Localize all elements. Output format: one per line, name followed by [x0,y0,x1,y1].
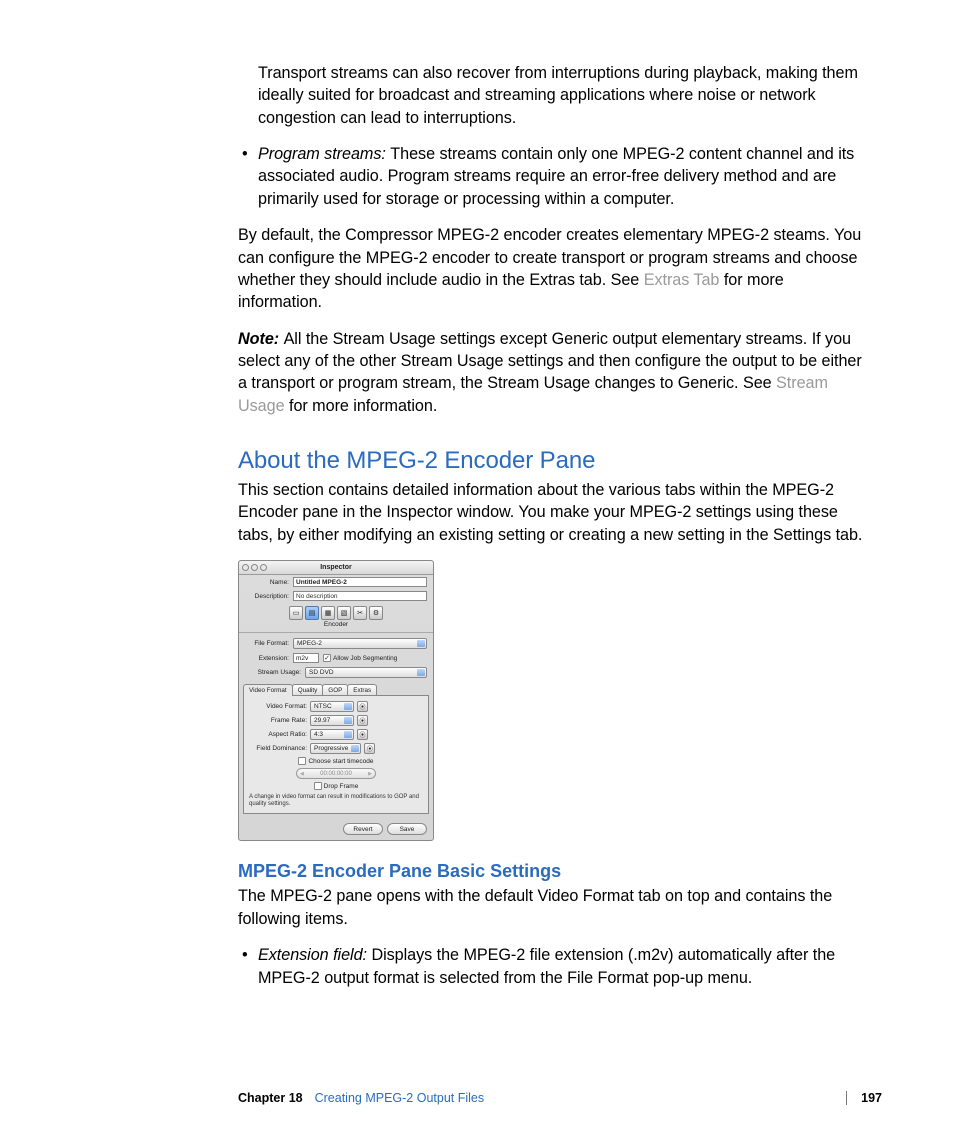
minimize-icon[interactable] [251,564,258,571]
page-content: Transport streams can also recover from … [0,0,954,989]
framerate-label: Frame Rate: [249,717,307,724]
inspector-window: Inspector Name: Untitled MPEG-2 Descript… [238,560,434,841]
aspectratio-popup[interactable]: 4:3 [310,729,354,740]
tab-video-format[interactable]: Video Format [243,684,293,696]
checkbox-box[interactable]: ✓ [323,654,331,662]
encoder-icon[interactable]: ▤ [305,606,319,620]
bullet-label: Program streams: [258,145,390,163]
zoom-icon[interactable] [260,564,267,571]
bullet-list-1: Program streams: These streams contain o… [238,143,866,210]
save-button[interactable]: Save [387,823,427,835]
para-transport-streams: Transport streams can also recover from … [258,62,866,129]
link-extras-tab[interactable]: Extras Tab [644,271,720,289]
video-format-panel: Video Format: NTSC ⦿ Frame Rate: 29.97 ⦿… [243,695,429,814]
geometry-icon[interactable]: ✂ [353,606,367,620]
footer-title: Creating MPEG-2 Output Files [315,1091,485,1105]
name-label: Name: [245,579,289,586]
videoformat-popup[interactable]: NTSC [310,701,354,712]
name-field[interactable]: Untitled MPEG-2 [293,577,427,587]
para-about-encoder: This section contains detailed informati… [238,479,866,546]
description-field[interactable]: No description [293,591,427,601]
bullet-list-2: Extension field: Displays the MPEG-2 fil… [238,944,866,989]
encoder-tabstrip: Video Format Quality GOP Extras [239,680,433,696]
inspector-button-row: Revert Save [239,819,433,840]
extension-label: Extension: [245,655,289,662]
drop-frame-label: Drop Frame [324,783,359,790]
category-icon-row: ▭ ▤ ▦ ▧ ✂ ⚙ [239,603,433,620]
fielddominance-popup[interactable]: Progressive [310,743,361,754]
fileformat-label: File Format: [245,640,289,647]
fielddominance-label: Field Dominance: [249,745,307,752]
framerate-auto-button[interactable]: ⦿ [357,715,368,726]
checkbox-box-tc[interactable] [298,757,306,765]
footer-page-number: 197 [846,1091,882,1105]
frame-controls-icon[interactable]: ▦ [321,606,335,620]
footer-chapter: Chapter 18 [238,1091,303,1105]
aspectratio-label: Aspect Ratio: [249,731,307,738]
bullet-extension-field: Extension field: Displays the MPEG-2 fil… [238,944,866,989]
streamusage-label: Stream Usage: [245,669,301,676]
fileformat-popup[interactable]: MPEG-2 [293,638,427,649]
para-note: Note: All the Stream Usage settings exce… [238,328,866,417]
checkbox-box-df[interactable] [314,782,322,790]
para-basic-settings: The MPEG-2 pane opens with the default V… [238,885,866,930]
fielddominance-auto-button[interactable]: ⦿ [364,743,375,754]
choose-tc-label: Choose start timecode [308,758,373,765]
note-label: Note: [238,330,284,348]
encoder-pane-label: Encoder [239,620,433,633]
filters-icon[interactable]: ▧ [337,606,351,620]
allow-job-segmenting-checkbox[interactable]: ✓ Allow Job Segmenting [323,654,397,662]
choose-start-timecode-checkbox[interactable]: Choose start timecode [298,757,373,765]
drop-frame-checkbox[interactable]: Drop Frame [314,782,359,790]
close-icon[interactable] [242,564,249,571]
heading-basic-settings: MPEG-2 Encoder Pane Basic Settings [238,861,866,882]
timecode-field[interactable]: 00:00:00:00 [296,768,376,779]
page-footer: Chapter 18 Creating MPEG-2 Output Files … [238,1091,882,1105]
panel-note: A change in video format can result in m… [249,794,423,808]
heading-about-encoder-pane: About the MPEG-2 Encoder Pane [238,447,866,475]
note-a: All the Stream Usage settings except Gen… [238,330,862,393]
traffic-lights[interactable] [242,564,267,571]
actions-icon[interactable]: ⚙ [369,606,383,620]
videoformat-label: Video Format: [249,703,307,710]
revert-button[interactable]: Revert [343,823,383,835]
extension-field[interactable]: m2v [293,653,319,663]
summary-icon[interactable]: ▭ [289,606,303,620]
allow-seg-label: Allow Job Segmenting [333,655,397,662]
bullet-label-2: Extension field: [258,946,371,964]
inspector-title: Inspector [320,564,352,571]
note-b: for more information. [285,397,438,415]
para-default-encoder: By default, the Compressor MPEG-2 encode… [238,224,866,313]
bullet-program-streams: Program streams: These streams contain o… [238,143,866,210]
framerate-popup[interactable]: 29.97 [310,715,354,726]
description-label: Description: [245,593,289,600]
streamusage-popup[interactable]: SD DVD [305,667,427,678]
videoformat-auto-button[interactable]: ⦿ [357,701,368,712]
inspector-titlebar[interactable]: Inspector [239,561,433,575]
aspectratio-auto-button[interactable]: ⦿ [357,729,368,740]
